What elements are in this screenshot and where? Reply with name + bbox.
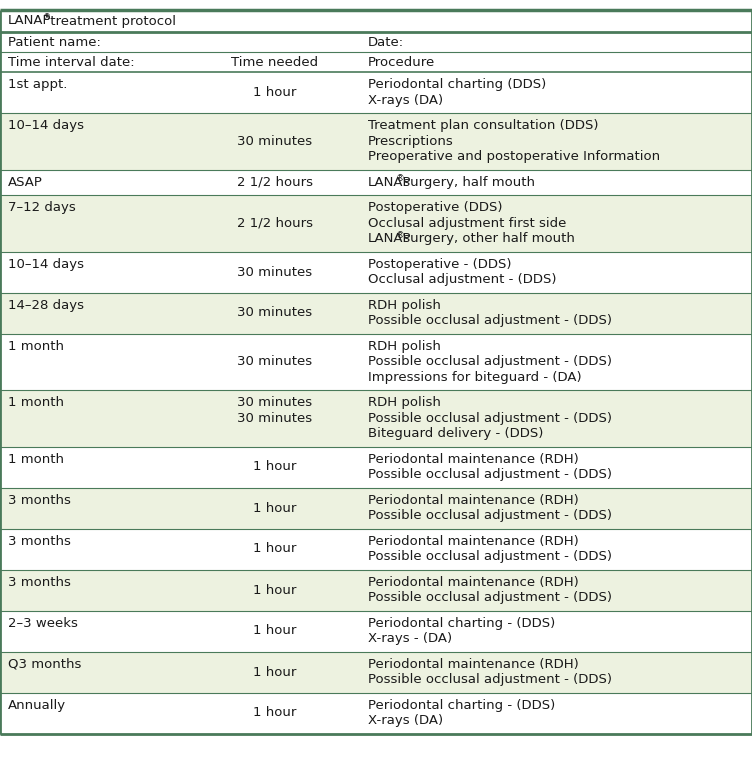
Text: Possible occlusal adjustment - (DDS): Possible occlusal adjustment - (DDS) (368, 314, 612, 327)
Bar (0, 652, 752, 692)
Text: surgery, half mouth: surgery, half mouth (399, 176, 535, 188)
Text: 3 months: 3 months (8, 494, 71, 506)
Text: 1 hour: 1 hour (253, 625, 297, 638)
Text: Possible occlusal adjustment - (DDS): Possible occlusal adjustment - (DDS) (368, 411, 612, 425)
Text: 30 minutes: 30 minutes (238, 306, 313, 320)
Bar (0, 529, 752, 570)
Text: 10–14 days: 10–14 days (8, 258, 84, 271)
Text: 2 1/2 hours: 2 1/2 hours (237, 217, 313, 230)
Text: 10–14 days: 10–14 days (8, 119, 84, 132)
Text: 30 minutes: 30 minutes (238, 396, 313, 409)
Text: 30 minutes: 30 minutes (238, 135, 313, 147)
Text: Preoperative and postoperative Information: Preoperative and postoperative Informati… (368, 151, 660, 163)
Bar (0, 32, 752, 52)
Bar (0, 692, 752, 733)
Bar (0, 252, 752, 293)
Text: 2 1/2 hours: 2 1/2 hours (237, 176, 313, 188)
Bar (0, 52, 752, 72)
Text: 1 hour: 1 hour (253, 86, 297, 99)
Bar (0, 10, 752, 32)
Text: 1 hour: 1 hour (253, 584, 297, 597)
Text: 3 months: 3 months (8, 576, 71, 589)
Text: Periodontal maintenance (RDH): Periodontal maintenance (RDH) (368, 452, 579, 466)
Text: Procedure: Procedure (368, 56, 435, 69)
Text: ®: ® (43, 13, 51, 22)
Text: 1 month: 1 month (8, 452, 64, 466)
Bar (0, 195, 752, 252)
Text: RDH polish: RDH polish (368, 299, 441, 312)
Text: Patient name:: Patient name: (8, 36, 101, 49)
Text: Periodontal charting - (DDS): Periodontal charting - (DDS) (368, 617, 555, 630)
Text: 1 hour: 1 hour (253, 665, 297, 679)
Bar (0, 113, 752, 170)
Text: Possible occlusal adjustment - (DDS): Possible occlusal adjustment - (DDS) (368, 591, 612, 604)
Text: Periodontal charting - (DDS): Periodontal charting - (DDS) (368, 699, 555, 712)
Text: ®: ® (396, 174, 405, 184)
Text: Periodontal maintenance (RDH): Periodontal maintenance (RDH) (368, 535, 579, 548)
Text: 30 minutes: 30 minutes (238, 266, 313, 279)
Text: surgery, other half mouth: surgery, other half mouth (399, 232, 575, 245)
Bar (0, 570, 752, 611)
Bar (0, 611, 752, 652)
Text: Periodontal maintenance (RDH): Periodontal maintenance (RDH) (368, 658, 579, 671)
Text: Possible occlusal adjustment - (DDS): Possible occlusal adjustment - (DDS) (368, 355, 612, 368)
Text: 2–3 weeks: 2–3 weeks (8, 617, 78, 630)
Text: Periodontal maintenance (RDH): Periodontal maintenance (RDH) (368, 576, 579, 589)
Text: 1 month: 1 month (8, 340, 64, 353)
Bar (0, 390, 752, 446)
Text: 1 hour: 1 hour (253, 461, 297, 473)
Text: Time interval date:: Time interval date: (8, 56, 135, 69)
Text: Annually: Annually (8, 699, 66, 712)
Text: Occlusal adjustment first side: Occlusal adjustment first side (368, 217, 566, 230)
Text: Impressions for biteguard - (DA): Impressions for biteguard - (DA) (368, 371, 581, 384)
Text: 1 month: 1 month (8, 396, 64, 409)
Text: 1st appt.: 1st appt. (8, 78, 68, 91)
Text: LANAP: LANAP (368, 176, 411, 188)
Text: 1 hour: 1 hour (253, 543, 297, 556)
Text: 30 minutes: 30 minutes (238, 411, 313, 425)
Text: Possible occlusal adjustment - (DDS): Possible occlusal adjustment - (DDS) (368, 510, 612, 522)
Text: Postoperative - (DDS): Postoperative - (DDS) (368, 258, 511, 271)
Text: RDH polish: RDH polish (368, 396, 441, 409)
Text: 1 hour: 1 hour (253, 502, 297, 514)
Text: LANAP: LANAP (8, 15, 51, 28)
Bar (0, 72, 752, 113)
Text: LANAP: LANAP (368, 232, 411, 245)
Text: 1 hour: 1 hour (253, 706, 297, 720)
Text: Q3 months: Q3 months (8, 658, 81, 671)
Text: X-rays (DA): X-rays (DA) (368, 714, 443, 727)
Text: Periodontal charting (DDS): Periodontal charting (DDS) (368, 78, 546, 91)
Text: Prescriptions: Prescriptions (368, 135, 453, 147)
Bar (0, 170, 752, 195)
Text: Biteguard delivery - (DDS): Biteguard delivery - (DDS) (368, 427, 544, 440)
Text: Possible occlusal adjustment - (DDS): Possible occlusal adjustment - (DDS) (368, 469, 612, 481)
Text: Time needed: Time needed (232, 56, 319, 69)
Text: RDH polish: RDH polish (368, 340, 441, 353)
Text: X-rays (DA): X-rays (DA) (368, 93, 443, 107)
Text: ASAP: ASAP (8, 176, 43, 188)
Text: 7–12 days: 7–12 days (8, 201, 76, 215)
Bar (0, 293, 752, 334)
Text: treatment protocol: treatment protocol (47, 15, 177, 28)
Bar (0, 446, 752, 487)
Text: Possible occlusal adjustment - (DDS): Possible occlusal adjustment - (DDS) (368, 673, 612, 686)
Text: 3 months: 3 months (8, 535, 71, 548)
Text: Occlusal adjustment - (DDS): Occlusal adjustment - (DDS) (368, 273, 556, 286)
Bar (0, 487, 752, 529)
Bar (0, 334, 752, 390)
Text: X-rays - (DA): X-rays - (DA) (368, 632, 452, 645)
Text: ®: ® (396, 231, 405, 240)
Text: 30 minutes: 30 minutes (238, 355, 313, 368)
Text: Postoperative (DDS): Postoperative (DDS) (368, 201, 502, 215)
Text: Treatment plan consultation (DDS): Treatment plan consultation (DDS) (368, 119, 599, 132)
Text: Periodontal maintenance (RDH): Periodontal maintenance (RDH) (368, 494, 579, 506)
Text: Possible occlusal adjustment - (DDS): Possible occlusal adjustment - (DDS) (368, 550, 612, 564)
Text: Date:: Date: (368, 36, 404, 49)
Text: 14–28 days: 14–28 days (8, 299, 84, 312)
